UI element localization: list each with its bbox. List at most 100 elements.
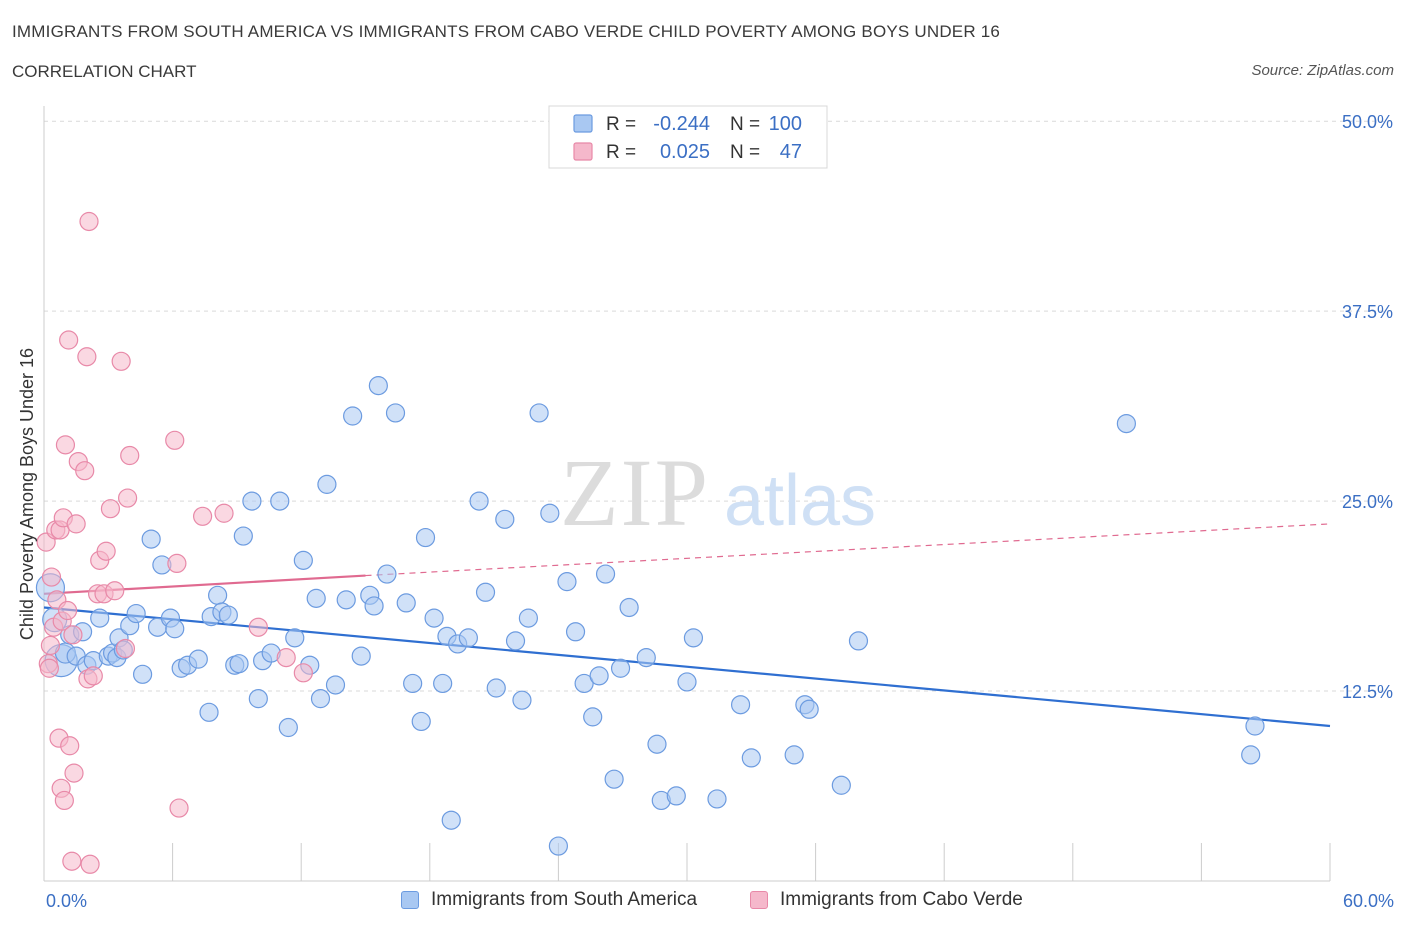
point-south-america-56 [403, 673, 423, 694]
point-cabo-verde-19 [64, 763, 84, 783]
axes [43, 106, 1331, 882]
point-south-america-30 [218, 605, 238, 625]
point-south-america-73 [540, 503, 560, 523]
point-south-america-55 [396, 593, 416, 613]
point-south-america-41 [293, 550, 313, 570]
point-cabo-verde-32 [100, 499, 121, 519]
point-south-america-89 [683, 628, 704, 648]
x-tick-max: 60.0% [1342, 891, 1394, 911]
point-cabo-verde-23 [77, 347, 97, 367]
point-south-america-39 [278, 717, 298, 738]
point-south-america-58 [415, 527, 436, 548]
point-cabo-verde-46 [39, 658, 59, 678]
point-south-america-92 [741, 748, 761, 768]
point-south-america-74 [548, 836, 569, 856]
point-south-america-32 [229, 654, 249, 674]
trend-line-cabo-verde-dashed [365, 523, 1331, 577]
point-south-america-34 [242, 491, 262, 511]
point-south-america-71 [518, 608, 538, 628]
point-cabo-verde-44 [276, 648, 296, 668]
legend-swatch-south-america [573, 114, 593, 133]
point-south-america-68 [495, 509, 515, 529]
grid-lines [44, 120, 1392, 692]
legend-n-label-1: N = [730, 114, 760, 135]
data-points [35, 211, 1265, 874]
point-south-america-77 [574, 673, 594, 694]
point-south-america-25 [188, 649, 208, 669]
point-south-america-40 [285, 628, 305, 648]
legend-swatch-pink [750, 891, 768, 909]
point-south-america-17 [132, 664, 153, 684]
point-cabo-verde-40 [169, 798, 189, 818]
point-cabo-verde-2 [40, 635, 61, 656]
y-tick-label-2: 37.5% [1342, 302, 1393, 322]
chart-source: Source: ZipAtlas.com [1251, 62, 1394, 79]
point-south-america-49 [351, 646, 371, 666]
legend-r-label-2: R = [606, 142, 636, 163]
top-legend: R = -0.244 N = 100 R = 0.025 N = 47 [548, 105, 828, 169]
legend-n-value-2: 47 [780, 141, 802, 163]
legend-label-cabo-verde: Immigrants from Cabo Verde [780, 889, 1023, 910]
point-south-america-52 [368, 376, 388, 396]
point-south-america-28 [208, 585, 228, 605]
point-south-america-76 [565, 622, 586, 642]
point-south-america-84 [636, 648, 656, 668]
point-south-america-43 [306, 588, 326, 608]
point-south-america-87 [666, 786, 686, 806]
legend-item-south-america: Immigrants from South America [401, 889, 697, 911]
point-cabo-verde-27 [83, 666, 103, 686]
legend-n-label-2: N = [730, 142, 760, 163]
legend-r-label-1: R = [606, 114, 636, 135]
point-south-america-59 [424, 608, 444, 628]
point-cabo-verde-35 [117, 488, 138, 508]
point-south-america-78 [583, 707, 603, 727]
point-south-america-95 [799, 699, 819, 719]
point-cabo-verde-37 [115, 638, 136, 659]
y-tick-label-3: 50.0% [1342, 112, 1393, 132]
point-south-america-35 [248, 689, 268, 709]
point-south-america-93 [784, 745, 804, 765]
point-cabo-verde-39 [167, 553, 187, 574]
point-south-america-53 [377, 564, 397, 584]
point-south-america-83 [619, 597, 639, 618]
trend-lines [43, 523, 1331, 728]
point-south-america-46 [325, 675, 346, 695]
point-cabo-verde-12 [54, 790, 74, 811]
chart-title: IMMIGRANTS FROM SOUTH AMERICA VS IMMIGRA… [12, 22, 1001, 41]
legend-r-value-2: 0.025 [660, 141, 710, 163]
point-cabo-verde-26 [80, 854, 100, 874]
point-cabo-verde-3 [41, 567, 62, 587]
point-south-america-79 [589, 666, 609, 686]
point-south-america-99 [1245, 716, 1265, 736]
y-tick-labels: 12.5% 25.0% 37.5% 50.0% [1342, 112, 1393, 702]
x-tick-min: 0.0% [46, 891, 88, 911]
point-south-america-18 [141, 529, 161, 549]
point-cabo-verde-16 [60, 736, 80, 756]
point-cabo-verde-14 [57, 600, 78, 621]
point-cabo-verde-13 [55, 435, 76, 455]
point-south-america-9 [90, 608, 110, 628]
point-south-america-90 [707, 789, 727, 809]
point-south-america-51 [364, 596, 384, 616]
bottom-legend: Immigrants from South America Immigrants… [0, 889, 1406, 915]
point-cabo-verde-36 [120, 445, 140, 466]
point-south-america-45 [317, 474, 337, 494]
point-south-america-70 [512, 690, 532, 710]
point-cabo-verde-34 [111, 351, 131, 371]
chart-subtitle: CORRELATION CHART [12, 62, 197, 81]
point-south-america-96 [831, 775, 851, 795]
point-south-america-81 [604, 769, 624, 789]
point-south-america-44 [310, 689, 331, 709]
legend-r-value-1: -0.244 [653, 113, 710, 135]
legend-label-south-america: Immigrants from South America [431, 889, 698, 910]
point-cabo-verde-17 [62, 851, 82, 871]
point-cabo-verde-31 [96, 541, 116, 561]
point-south-america-64 [458, 628, 478, 648]
point-south-america-80 [595, 564, 616, 584]
legend-swatch-blue [401, 891, 419, 909]
point-south-america-72 [529, 403, 549, 423]
point-south-america-62 [441, 810, 461, 830]
point-cabo-verde-41 [193, 506, 213, 526]
point-south-america-98 [1116, 413, 1136, 434]
